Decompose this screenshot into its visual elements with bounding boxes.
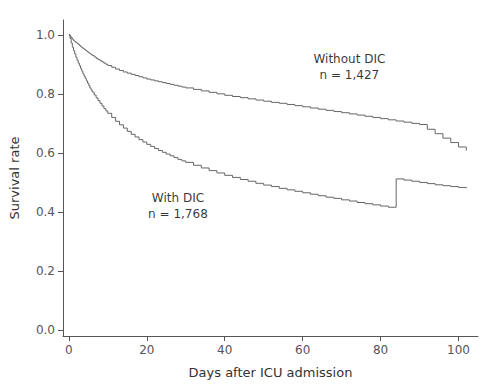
svg-text:20: 20 <box>139 343 154 357</box>
svg-text:40: 40 <box>217 343 232 357</box>
svg-text:With DIC: With DIC <box>152 191 204 205</box>
svg-text:n = 1,427: n = 1,427 <box>320 68 380 82</box>
svg-text:60: 60 <box>295 343 310 357</box>
svg-text:0: 0 <box>65 343 73 357</box>
svg-text:Survival rate: Survival rate <box>7 137 22 220</box>
svg-text:0.0: 0.0 <box>36 323 55 337</box>
svg-text:n = 1,768: n = 1,768 <box>148 207 208 221</box>
svg-text:Days after ICU admission: Days after ICU admission <box>189 365 353 380</box>
svg-text:80: 80 <box>373 343 388 357</box>
svg-text:1.0: 1.0 <box>36 28 55 42</box>
svg-text:0.4: 0.4 <box>36 205 55 219</box>
svg-text:0.2: 0.2 <box>36 264 55 278</box>
svg-text:0.8: 0.8 <box>36 87 55 101</box>
svg-text:0.6: 0.6 <box>36 146 55 160</box>
svg-text:100: 100 <box>447 343 470 357</box>
svg-text:Without DIC: Without DIC <box>313 52 385 66</box>
